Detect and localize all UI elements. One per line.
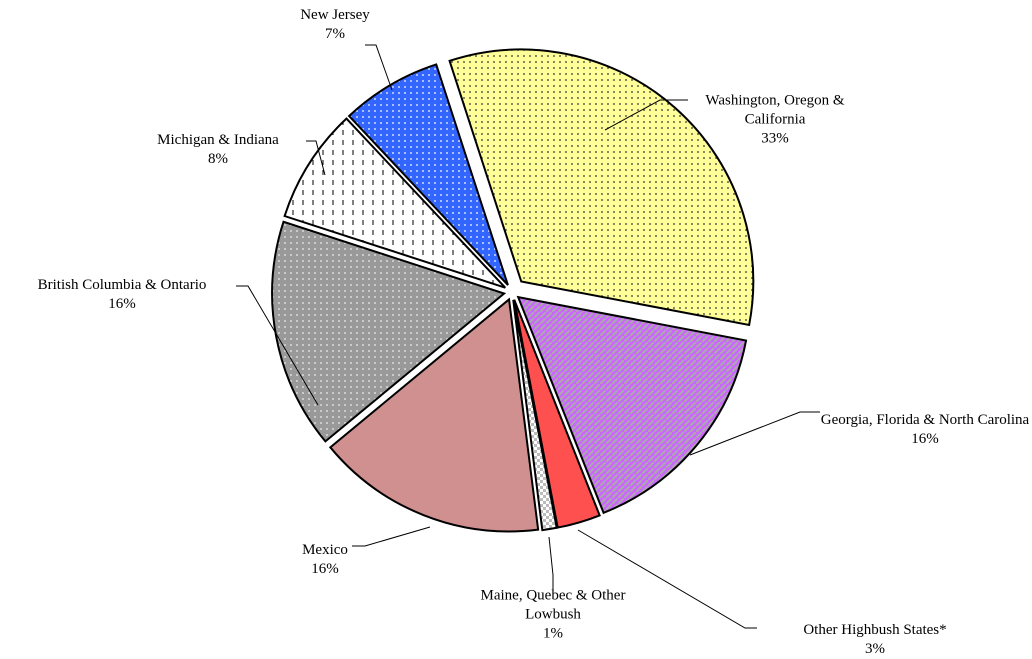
category-name: Georgia, Florida & North Carolina (821, 412, 1029, 428)
percent-label: 8% (208, 151, 228, 167)
slice-label: British Columbia & Ontario 16% (2, 276, 242, 314)
category-name: Maine, Quebec & Other Lowbush (481, 588, 626, 623)
slice-label: Michigan & Indiana 8% (128, 131, 308, 169)
slice-label: New Jersey 7% (285, 6, 385, 44)
percent-label: 3% (865, 641, 885, 657)
category-name: Mexico (302, 542, 348, 558)
leader-line (549, 537, 553, 594)
percent-label: 16% (108, 296, 136, 312)
percent-label: 16% (911, 431, 939, 447)
slice-label: Other Highbush States* 3% (775, 621, 975, 659)
category-name: Washington, Oregon & California (705, 93, 844, 128)
slice-label: Mexico 16% (285, 541, 365, 579)
percent-label: 33% (761, 131, 789, 147)
category-name: Michigan & Indiana (157, 132, 279, 148)
category-name: Other Highbush States* (803, 622, 946, 638)
leader-line (365, 45, 392, 90)
category-name: British Columbia & Ontario (38, 277, 207, 293)
percent-label: 16% (311, 561, 339, 577)
category-name: New Jersey (300, 7, 370, 23)
percent-label: 1% (543, 626, 563, 642)
slice-label: Maine, Quebec & Other Lowbush 1% (453, 587, 653, 644)
slice-label: Washington, Oregon & California 33% (685, 92, 865, 149)
percent-label: 7% (325, 26, 345, 42)
slice-label: Georgia, Florida & North Carolina 16% (818, 411, 1032, 449)
